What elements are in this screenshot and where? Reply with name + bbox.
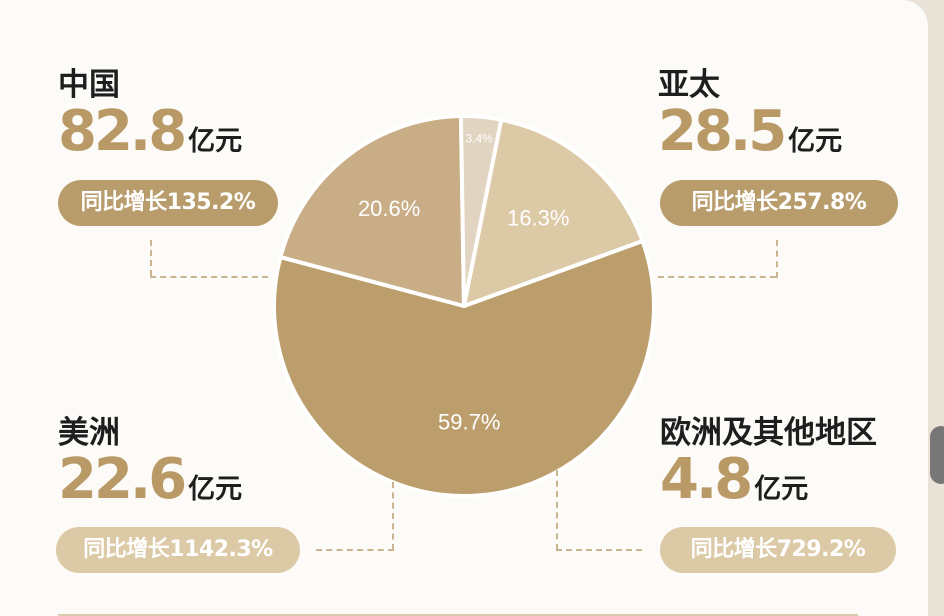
pie-slice [462, 117, 645, 308]
connector-line [776, 240, 778, 278]
amount-value: 4.8 [660, 447, 753, 512]
amount-line: 28.5 亿元 [658, 102, 842, 162]
slice-percent-label: 3.4% [465, 132, 493, 146]
region-name: 欧洲及其他地区 [660, 415, 877, 451]
connector-line [392, 482, 394, 550]
bottom-divider [58, 614, 858, 616]
amount-value: 22.6 [58, 447, 187, 512]
growth-badge-china: 同比增长135.2% [58, 180, 278, 226]
region-europe-others: 欧洲及其他地区 4.8 亿元 [660, 416, 877, 510]
region-americas: 美洲 22.6 亿元 [58, 416, 242, 510]
amount-unit: 亿元 [754, 474, 809, 505]
region-name: 美洲 [58, 415, 120, 451]
pie-slice [272, 239, 656, 498]
amount-unit: 亿元 [788, 126, 843, 157]
connector-line [556, 549, 642, 551]
region-china: 中国 82.8 亿元 [58, 68, 242, 162]
slice-percent-label: 59.7% [438, 409, 500, 434]
region-name: 亚太 [658, 67, 720, 103]
connector-line [556, 470, 558, 550]
amount-unit: 亿元 [188, 126, 243, 157]
scroll-handle[interactable] [930, 426, 944, 484]
growth-badge-europe-others: 同比增长729.2% [660, 527, 896, 573]
connector-line [150, 276, 268, 278]
connector-line [150, 240, 152, 276]
amount-unit: 亿元 [188, 474, 243, 505]
amount-value: 28.5 [658, 99, 787, 164]
slice-percent-label: 16.3% [507, 205, 569, 230]
slice-percent-label: 20.6% [358, 196, 420, 221]
connector-line [658, 276, 776, 278]
growth-badge-americas: 同比增长1142.3% [56, 527, 300, 573]
amount-line: 82.8 亿元 [58, 102, 242, 162]
amount-line: 4.8 亿元 [660, 450, 877, 510]
pie-slice [278, 114, 466, 308]
amount-line: 22.6 亿元 [58, 450, 242, 510]
amount-value: 82.8 [58, 99, 187, 164]
region-name: 中国 [58, 67, 120, 103]
growth-badge-asia-pacific: 同比增长257.8% [660, 180, 898, 226]
connector-line [316, 549, 394, 551]
region-asia-pacific: 亚太 28.5 亿元 [658, 68, 842, 162]
